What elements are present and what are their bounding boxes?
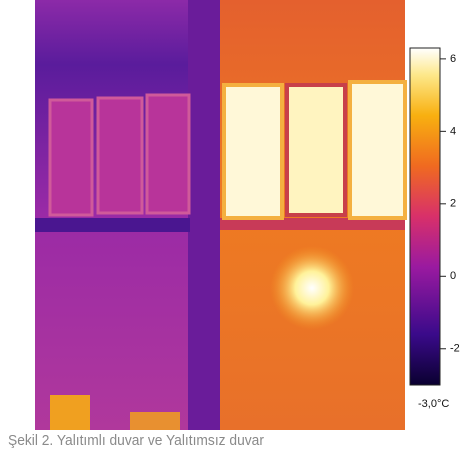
thermal-figure: 6 4 2 0 -2 -3,0°C	[35, 0, 460, 430]
colorbar-tick-label: 6	[450, 53, 456, 65]
colorbar-tick-label: 2	[450, 198, 456, 210]
colorbar-tick-label: 0	[450, 270, 456, 282]
colorbar	[409, 47, 441, 386]
colorbar-min-label: -3,0°C	[418, 398, 449, 410]
colorbar-tick-label: -2	[450, 343, 460, 355]
colorbar-tick-label: 4	[450, 125, 456, 137]
thermal-image	[35, 0, 407, 430]
caption: Şekil 2. Yalıtımlı duvar ve Yalıtımsız d…	[8, 432, 264, 449]
